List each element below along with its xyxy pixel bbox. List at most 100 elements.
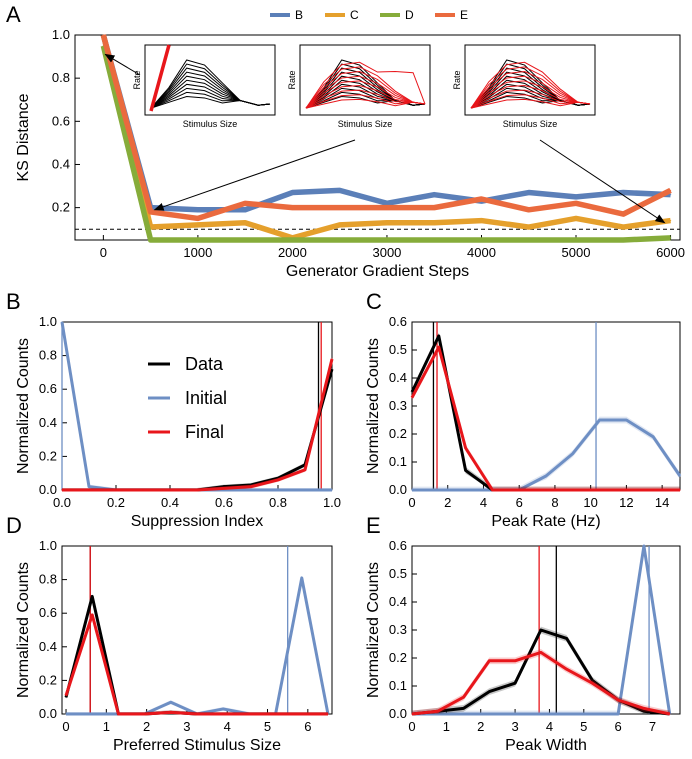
data-point-final — [250, 486, 252, 488]
data-point-final — [669, 713, 671, 715]
x-tick-label: 1 — [103, 719, 110, 734]
x-tick-label: 1 — [443, 719, 450, 734]
y-tick-label: 0.0 — [39, 482, 57, 497]
data-point-final — [545, 489, 547, 491]
data-point-final — [331, 358, 333, 360]
data-point-final — [274, 713, 277, 715]
data-point-c — [197, 224, 199, 226]
data-point-initial — [643, 545, 645, 547]
data-point-b — [386, 202, 388, 204]
data-point-final — [327, 713, 329, 715]
x-tick-label: 1000 — [183, 245, 212, 260]
y-tick-label: 0.2 — [39, 672, 57, 687]
data-point-initial — [652, 436, 654, 438]
y-tick-label: 0.6 — [389, 538, 407, 553]
x-tick-label: 4 — [546, 719, 553, 734]
data-point-d — [433, 239, 435, 241]
y-tick-label: 0.6 — [39, 605, 57, 620]
x-tick-label: 0.2 — [107, 495, 125, 510]
data-point-e — [622, 213, 624, 215]
x-tick-label: 2 — [444, 495, 451, 510]
data-point-final — [91, 614, 93, 616]
data-point-final — [679, 489, 681, 491]
arrow-final — [539, 139, 666, 224]
series-line-data — [410, 334, 680, 492]
y-tick-label: 0.0 — [389, 482, 407, 497]
data-point-initial — [88, 486, 90, 488]
data-point-final — [514, 660, 516, 662]
data-point-c — [669, 219, 672, 222]
data-point-initial — [277, 489, 279, 491]
y-tick-label: 0.0 — [39, 706, 57, 721]
y-tick-label: 0.2 — [39, 448, 57, 463]
data-point-final — [572, 489, 574, 491]
y-tick-label: 0.3 — [389, 398, 407, 413]
arrow-initial — [104, 53, 141, 76]
inset-generated-curve — [305, 66, 426, 109]
data-point-data — [514, 682, 516, 684]
x-tick-label: 4 — [224, 719, 231, 734]
x-axis-label: Generator Gradient Steps — [286, 263, 469, 280]
data-point-final — [196, 489, 198, 491]
data-point-d — [244, 239, 246, 241]
data-point-final — [170, 711, 172, 713]
series-band-final — [412, 343, 680, 490]
data-point-e — [386, 207, 388, 209]
y-tick-label: 0.6 — [39, 381, 57, 396]
y-tick-label: 0.4 — [389, 370, 407, 385]
data-point-final — [437, 710, 439, 712]
data-point-e — [102, 34, 104, 36]
data-point-initial — [331, 489, 333, 491]
data-point-b — [528, 191, 530, 194]
data-point-final — [652, 489, 654, 491]
panel-letter: A — [6, 2, 21, 27]
data-point-d — [386, 239, 388, 241]
data-point-d — [669, 237, 672, 239]
data-point-e — [480, 198, 483, 200]
y-tick-label: 0.2 — [389, 426, 407, 441]
y-axis-label: Normalized Counts — [365, 562, 382, 698]
series-line-final — [410, 345, 680, 492]
data-point-b — [575, 196, 577, 198]
panel-a: 0 1000 2000 3000 4000 5000 6000 0.2 0.4 0.6 0.8 1.0… — [6, 2, 685, 280]
x-tick-label: 0 — [408, 495, 415, 510]
data-point-final — [117, 713, 120, 715]
series-line-final — [64, 613, 328, 716]
x-axis-label: Suppression Index — [131, 513, 264, 530]
data-point-final — [61, 489, 63, 491]
data-point-b — [669, 194, 672, 196]
x-tick-label: 0 — [100, 245, 107, 260]
data-point-c — [575, 217, 577, 220]
data-point-initial — [462, 713, 465, 715]
data-point-data — [591, 679, 593, 682]
y-tick-label: 0.2 — [389, 650, 407, 665]
y-tick-label: 0.5 — [389, 566, 407, 581]
legend: B C D E — [270, 8, 468, 22]
data-point-initial — [545, 475, 547, 477]
y-axis-label: KS Distance — [15, 93, 32, 181]
x-tick-label: 12 — [619, 495, 633, 510]
data-point-final — [169, 489, 171, 491]
x-tick-label: 14 — [655, 495, 669, 510]
data-point-data — [462, 707, 465, 710]
inset-x-label: Stimulus Size — [503, 119, 558, 129]
data-point-d — [528, 239, 530, 241]
y-axis-label: Normalized Counts — [365, 338, 382, 474]
y-tick-label: 0.4 — [389, 594, 407, 609]
y-tick-label: 1.0 — [39, 314, 57, 329]
data-point-b — [622, 191, 624, 194]
data-point-b — [244, 209, 246, 211]
legend-label-initial: Initial — [185, 388, 227, 408]
inset-3: Stimulus Size Rate — [452, 44, 596, 129]
panel-d: 0 1 2 3 4 5 6 0.0 0.2 0.4 0.6 0.8 1.0 Preferred Stimu… — [6, 513, 333, 754]
data-point-e — [575, 202, 577, 204]
legend-label-c: C — [350, 8, 359, 22]
data-point-final — [591, 682, 593, 684]
x-tick-label: 6 — [304, 719, 311, 734]
arrows — [104, 53, 666, 224]
y-tick-label: 0.5 — [389, 342, 407, 357]
y-tick-label: 0.1 — [389, 678, 407, 693]
data-point-data — [465, 469, 467, 471]
x-tick-label: 5 — [264, 719, 271, 734]
data-point-initial — [591, 713, 593, 715]
